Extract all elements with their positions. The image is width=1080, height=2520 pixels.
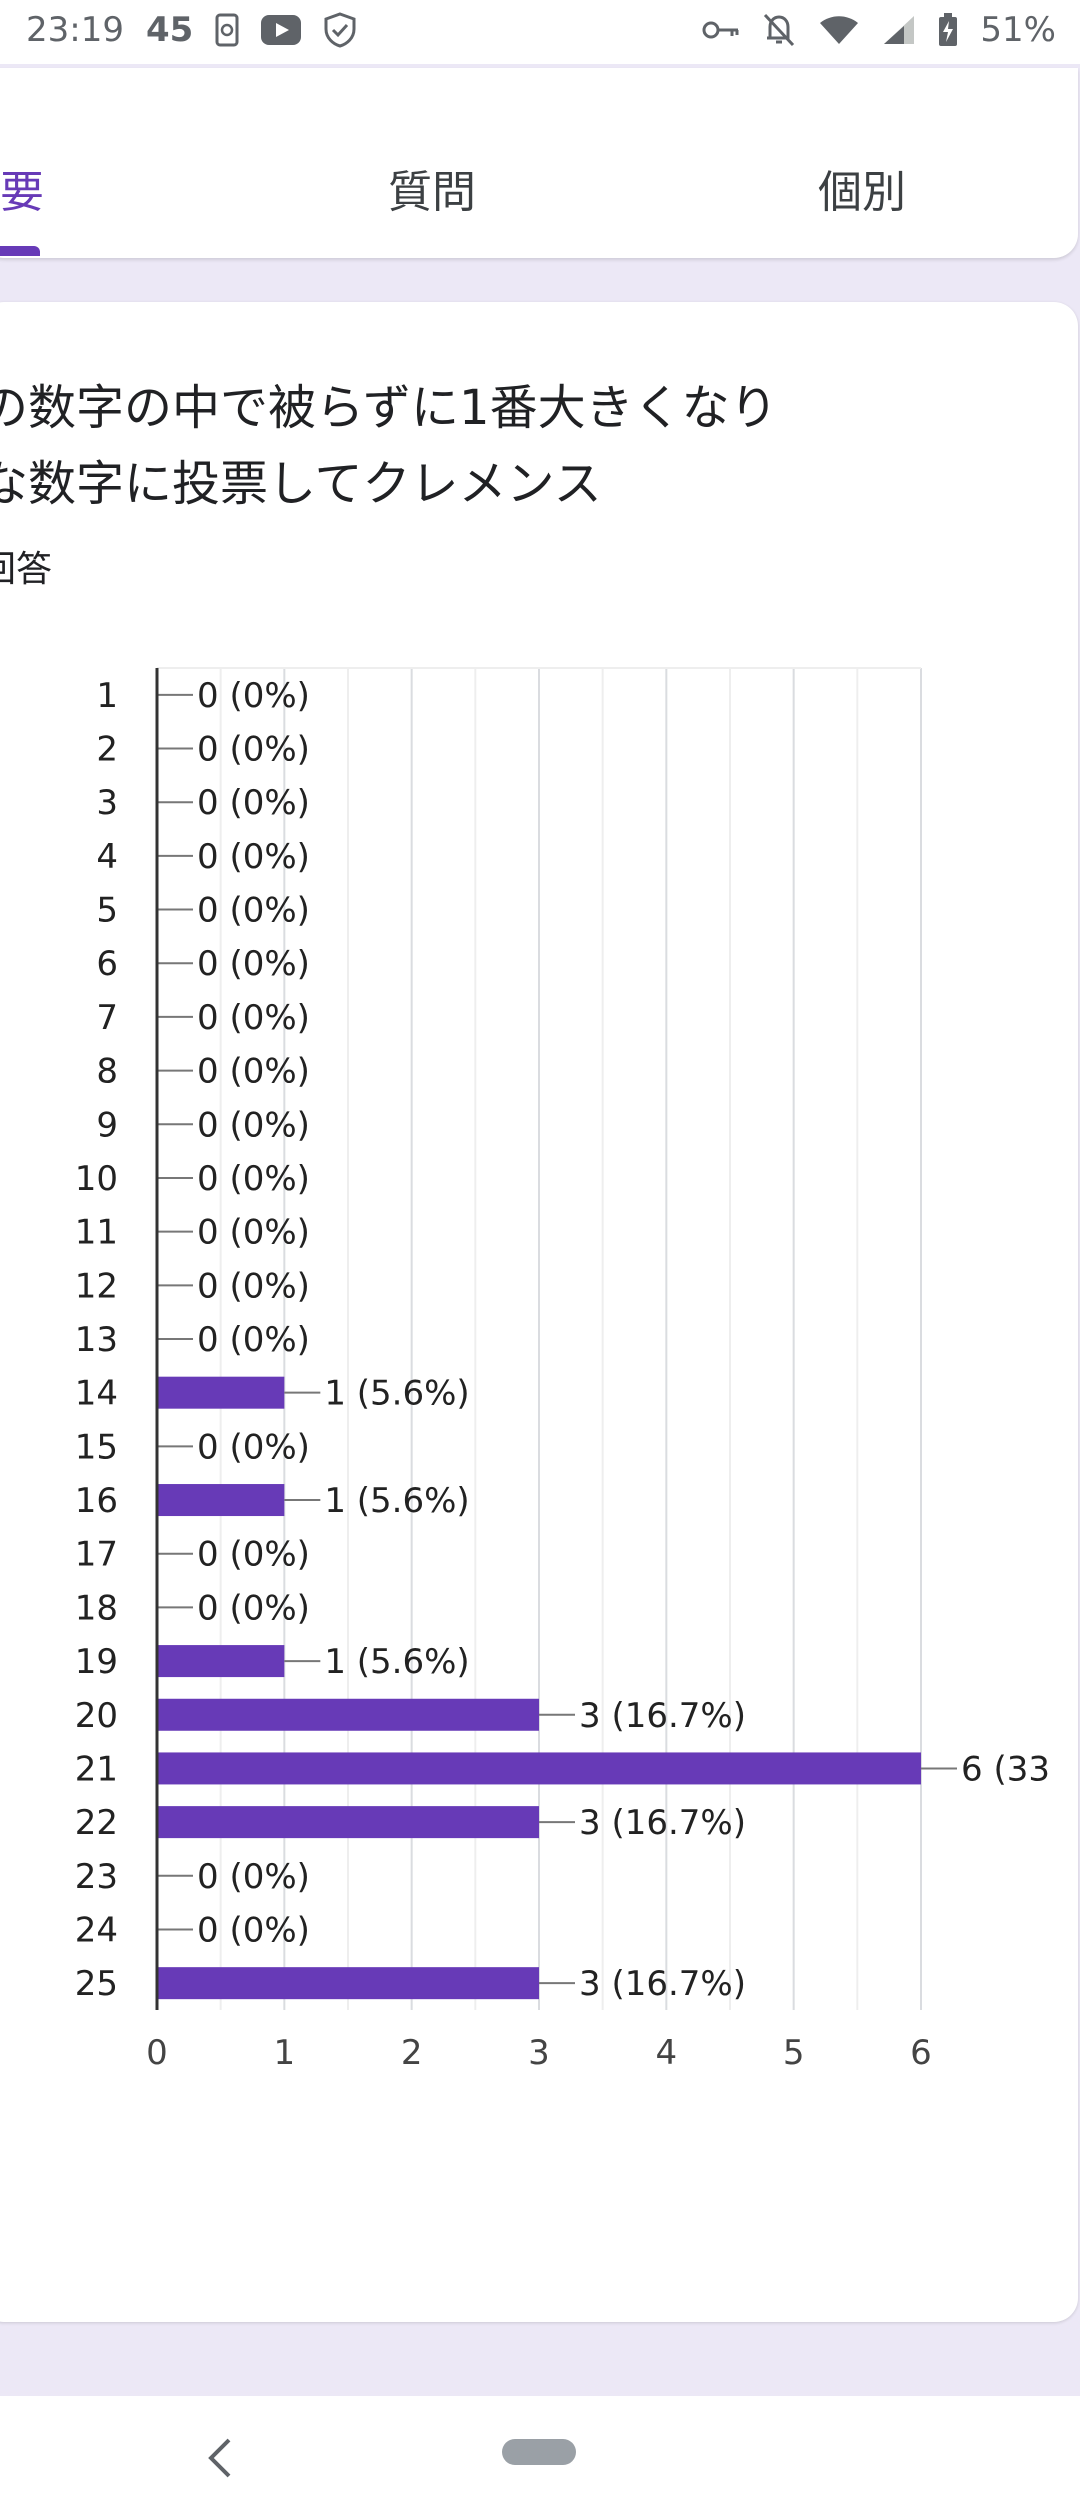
data-label: 0 (0%) bbox=[197, 1213, 310, 1253]
home-pill[interactable] bbox=[502, 2439, 576, 2465]
status-time: 23:19 bbox=[26, 10, 124, 50]
category-label: 16 bbox=[75, 1481, 118, 1521]
tab-question[interactable]: 質問 bbox=[388, 167, 476, 218]
category-label: 13 bbox=[75, 1320, 118, 1360]
category-label: 4 bbox=[96, 837, 118, 877]
status-bar: 23:19 45 51% bbox=[0, 0, 1080, 64]
category-label: 19 bbox=[75, 1642, 118, 1682]
data-label: 0 (0%) bbox=[197, 676, 310, 716]
category-label: 2 bbox=[96, 730, 118, 770]
data-label: 0 (0%) bbox=[197, 891, 310, 931]
question-title-line-2: な数字に投票してクレメンス bbox=[0, 456, 602, 512]
category-label: 8 bbox=[96, 1052, 118, 1092]
x-tick-label: 1 bbox=[274, 2033, 296, 2073]
data-label: 0 (0%) bbox=[197, 1857, 310, 1897]
data-label: 3 (16.7%) bbox=[579, 1964, 746, 2004]
battery-icon bbox=[938, 13, 958, 47]
data-label: 1 (5.6%) bbox=[324, 1642, 469, 1682]
bar bbox=[157, 1967, 539, 2000]
data-label: 1 (5.6%) bbox=[324, 1374, 469, 1414]
category-label: 1 bbox=[96, 676, 118, 716]
response-count: 回答 bbox=[0, 549, 53, 590]
data-label: 0 (0%) bbox=[197, 837, 310, 877]
category-label: 17 bbox=[75, 1535, 118, 1575]
category-label: 24 bbox=[75, 1910, 118, 1950]
question-title: の数字の中で被らずに1番大きくなり な数字に投票してクレメンス bbox=[0, 370, 1000, 522]
system-nav-bar bbox=[0, 2396, 1080, 2520]
category-label: 20 bbox=[75, 1696, 118, 1736]
data-label: 0 (0%) bbox=[197, 1588, 310, 1628]
category-label: 7 bbox=[96, 998, 118, 1038]
back-icon[interactable] bbox=[205, 2436, 235, 2484]
data-label: 0 (0%) bbox=[197, 998, 310, 1038]
tab-summary[interactable]: 要 bbox=[0, 167, 44, 218]
x-tick-label: 0 bbox=[146, 2033, 168, 2073]
data-label: 0 (0%) bbox=[197, 1320, 310, 1360]
bar bbox=[157, 1376, 285, 1409]
data-label: 6 (33 bbox=[961, 1749, 1050, 1789]
wifi-icon bbox=[818, 14, 860, 46]
category-label: 3 bbox=[96, 783, 118, 823]
category-label: 18 bbox=[75, 1588, 118, 1628]
x-tick-label: 4 bbox=[656, 2033, 678, 2073]
category-label: 10 bbox=[75, 1159, 118, 1199]
notifications-off-icon bbox=[762, 12, 796, 48]
category-label: 5 bbox=[96, 891, 118, 931]
question-title-line-1: の数字の中で被らずに1番大きくなり bbox=[0, 380, 778, 436]
category-label: 12 bbox=[75, 1266, 118, 1306]
data-label: 0 (0%) bbox=[197, 1052, 310, 1092]
x-tick-label: 5 bbox=[783, 2033, 805, 2073]
notification-count: 45 bbox=[145, 10, 194, 50]
category-label: 23 bbox=[75, 1857, 118, 1897]
x-tick-label: 6 bbox=[910, 2033, 932, 2073]
data-label: 0 (0%) bbox=[197, 783, 310, 823]
category-label: 22 bbox=[75, 1803, 118, 1843]
data-label: 3 (16.7%) bbox=[579, 1696, 746, 1736]
x-tick-label: 3 bbox=[528, 2033, 550, 2073]
category-label: 11 bbox=[75, 1213, 118, 1253]
youtube-icon bbox=[261, 15, 302, 45]
data-label: 3 (16.7%) bbox=[579, 1803, 746, 1843]
bar bbox=[157, 1484, 285, 1517]
x-tick-label: 2 bbox=[401, 2033, 423, 2073]
data-label: 0 (0%) bbox=[197, 944, 310, 984]
bar bbox=[157, 1752, 921, 1785]
data-label: 0 (0%) bbox=[197, 1159, 310, 1199]
signal-icon bbox=[882, 14, 916, 46]
category-label: 15 bbox=[75, 1427, 118, 1467]
vpn-key-icon bbox=[702, 18, 740, 42]
data-label: 0 (0%) bbox=[197, 1266, 310, 1306]
screenshot-icon bbox=[215, 13, 239, 47]
data-label: 1 (5.6%) bbox=[324, 1481, 469, 1521]
data-label: 0 (0%) bbox=[197, 1105, 310, 1145]
category-label: 14 bbox=[75, 1374, 118, 1414]
tab-individual[interactable]: 個別 bbox=[818, 167, 906, 218]
data-label: 0 (0%) bbox=[197, 1535, 310, 1575]
data-label: 0 (0%) bbox=[197, 1910, 310, 1950]
bar bbox=[157, 1698, 539, 1731]
response-tabs: 要 質問 個別 bbox=[0, 68, 1078, 258]
shield-check-icon bbox=[323, 12, 357, 48]
data-label: 0 (0%) bbox=[197, 1427, 310, 1467]
data-label: 0 (0%) bbox=[197, 730, 310, 770]
bar bbox=[157, 1645, 285, 1678]
bar bbox=[157, 1806, 539, 1839]
active-tab-indicator bbox=[0, 246, 40, 256]
battery-percent: 51% bbox=[980, 10, 1056, 50]
category-label: 25 bbox=[75, 1964, 118, 2004]
category-label: 9 bbox=[96, 1105, 118, 1145]
category-label: 6 bbox=[96, 944, 118, 984]
category-label: 21 bbox=[75, 1749, 118, 1789]
